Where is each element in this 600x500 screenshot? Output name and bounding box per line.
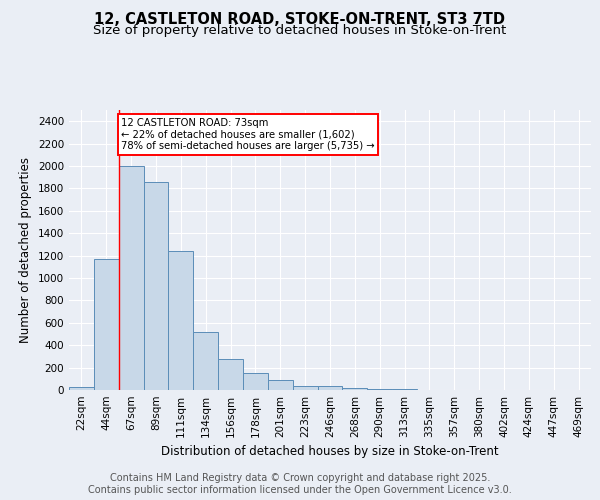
Text: 12, CASTLETON ROAD, STOKE-ON-TRENT, ST3 7TD: 12, CASTLETON ROAD, STOKE-ON-TRENT, ST3 … [95,12,505,28]
Bar [94,259,119,390]
Text: Contains HM Land Registry data © Crown copyright and database right 2025.
Contai: Contains HM Land Registry data © Crown c… [88,474,512,495]
Bar [293,386,317,390]
Bar [193,332,218,390]
Bar [367,389,392,390]
Bar [343,388,367,390]
Bar [119,166,143,390]
Y-axis label: Number of detached properties: Number of detached properties [19,157,32,343]
Bar [218,359,243,390]
Text: Size of property relative to detached houses in Stoke-on-Trent: Size of property relative to detached ho… [94,24,506,37]
Bar [243,373,268,390]
Bar [268,380,293,390]
Bar [317,386,343,390]
Text: 12 CASTLETON ROAD: 73sqm
← 22% of detached houses are smaller (1,602)
78% of sem: 12 CASTLETON ROAD: 73sqm ← 22% of detach… [121,118,375,151]
Bar [143,182,169,390]
Bar [169,251,193,390]
X-axis label: Distribution of detached houses by size in Stoke-on-Trent: Distribution of detached houses by size … [161,446,499,458]
Bar [69,387,94,390]
